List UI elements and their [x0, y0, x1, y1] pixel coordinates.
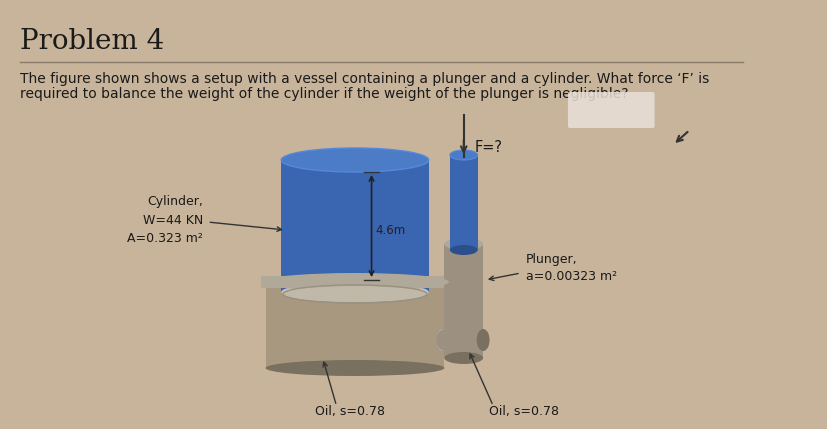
Ellipse shape	[284, 286, 425, 302]
Text: Problem 4: Problem 4	[20, 28, 165, 55]
Bar	[449, 155, 477, 250]
Ellipse shape	[261, 273, 448, 291]
Text: 4.6m: 4.6m	[375, 224, 405, 236]
Text: Cylinder,
W=44 KN
A=0.323 m²: Cylinder, W=44 KN A=0.323 m²	[127, 196, 203, 245]
Ellipse shape	[449, 245, 477, 255]
Ellipse shape	[436, 329, 448, 351]
Ellipse shape	[436, 329, 456, 351]
Ellipse shape	[444, 352, 482, 364]
Ellipse shape	[265, 360, 444, 376]
Bar	[261, 276, 448, 288]
Text: Oil, s=0.78: Oil, s=0.78	[315, 405, 385, 418]
Text: Oil, s=0.78: Oil, s=0.78	[488, 405, 558, 418]
Text: required to balance the weight of the cylinder if the weight of the plunger is n: required to balance the weight of the cy…	[20, 87, 628, 101]
Ellipse shape	[444, 238, 482, 250]
Text: F=?: F=?	[474, 141, 502, 155]
Bar	[444, 244, 482, 358]
Text: The figure shown shows a setup with a vessel containing a plunger and a cylinder: The figure shown shows a setup with a ve…	[20, 72, 709, 86]
Ellipse shape	[281, 282, 428, 302]
Ellipse shape	[476, 329, 489, 351]
Bar	[281, 160, 428, 292]
Ellipse shape	[281, 148, 428, 172]
Bar	[265, 282, 444, 368]
Text: Plunger,
a=0.00323 m²: Plunger, a=0.00323 m²	[525, 253, 616, 284]
Bar	[442, 329, 482, 351]
Ellipse shape	[449, 150, 477, 160]
FancyBboxPatch shape	[567, 92, 654, 128]
